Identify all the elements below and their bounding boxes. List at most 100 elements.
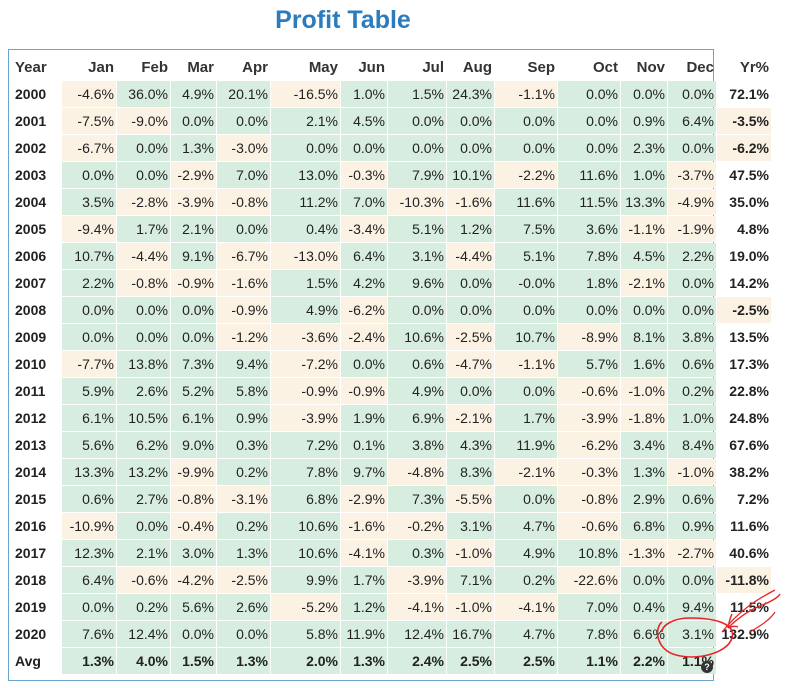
month-cell: 8.4% bbox=[668, 432, 716, 458]
yearly-total-cell: -3.5% bbox=[717, 108, 771, 134]
month-cell: 7.8% bbox=[271, 459, 340, 485]
month-cell: -1.6% bbox=[447, 189, 494, 215]
column-header-nov[interactable]: Nov bbox=[636, 58, 665, 76]
column-header-apr[interactable]: Apr bbox=[242, 58, 268, 76]
month-cell: -1.8% bbox=[621, 405, 667, 431]
month-cell: 2.1% bbox=[171, 216, 216, 242]
month-cell: 0.0% bbox=[495, 297, 557, 323]
month-cell: 0.0% bbox=[558, 108, 620, 134]
column-header-aug[interactable]: Aug bbox=[462, 58, 492, 76]
month-cell: -1.2% bbox=[217, 324, 270, 350]
avg-label: Avg bbox=[15, 653, 41, 669]
month-cell: 0.6% bbox=[668, 486, 716, 512]
month-cell: 3.1% bbox=[388, 243, 446, 269]
month-cell: 6.4% bbox=[668, 108, 716, 134]
table-header-row: Year Jan Feb Mar Apr May Jun Jul Aug Sep Oct Nov Dec… bbox=[11, 54, 771, 80]
month-cell: -1.0% bbox=[447, 540, 494, 566]
avg-row: Avg 1.3% 4.0% 1.5% 1.3% 2.0% 1.3% 2.4% 2.5% 2.5% 1… bbox=[11, 648, 771, 674]
column-header-jan[interactable]: Jan bbox=[88, 58, 114, 76]
month-cell: -7.2% bbox=[271, 351, 340, 377]
month-cell: 5.6% bbox=[171, 594, 216, 620]
month-cell: -16.5% bbox=[271, 81, 340, 107]
month-cell: -2.5% bbox=[217, 567, 270, 593]
month-cell: -4.1% bbox=[388, 594, 446, 620]
month-cell: 1.0% bbox=[668, 405, 716, 431]
month-cell: -3.0% bbox=[217, 135, 270, 161]
month-cell: 0.0% bbox=[62, 594, 116, 620]
month-cell: -0.2% bbox=[388, 513, 446, 539]
year-cell: 2015 bbox=[15, 491, 47, 507]
month-cell: 11.9% bbox=[341, 621, 387, 647]
month-cell: -0.9% bbox=[171, 270, 216, 296]
month-cell: -1.6% bbox=[341, 513, 387, 539]
month-cell: 12.4% bbox=[388, 621, 446, 647]
year-cell: 2004 bbox=[15, 194, 47, 210]
month-cell: -0.8% bbox=[117, 270, 170, 296]
month-cell: -10.9% bbox=[62, 513, 116, 539]
year-cell: 2005 bbox=[15, 221, 47, 237]
month-cell: 0.0% bbox=[388, 297, 446, 323]
month-cell: 4.5% bbox=[621, 243, 667, 269]
month-cell: 3.1% bbox=[447, 513, 494, 539]
month-cell: -6.2% bbox=[341, 297, 387, 323]
year-cell: 2000 bbox=[15, 86, 47, 102]
yearly-total-cell: 72.1% bbox=[717, 81, 771, 107]
month-cell: 5.1% bbox=[388, 216, 446, 242]
month-cell: 0.0% bbox=[217, 621, 270, 647]
table-row: 2006 10.7% -4.4% 9.1% -6.7% -13.0% 6.4% 3.1% -4.… bbox=[11, 243, 771, 269]
column-header-sep[interactable]: Sep bbox=[527, 58, 555, 76]
month-cell: 1.7% bbox=[341, 567, 387, 593]
table-row: 2002 -6.7% 0.0% 1.3% -3.0% 0.0% 0.0% 0.0% 0.0% 0.… bbox=[11, 135, 771, 161]
month-cell: 9.0% bbox=[171, 432, 216, 458]
month-cell: -1.0% bbox=[447, 594, 494, 620]
month-cell: -1.3% bbox=[621, 540, 667, 566]
month-cell: 0.0% bbox=[621, 81, 667, 107]
month-cell: 0.2% bbox=[217, 513, 270, 539]
month-cell: -2.9% bbox=[171, 162, 216, 188]
month-cell: 0.0% bbox=[117, 513, 170, 539]
column-header-yrpct[interactable]: Yr% bbox=[739, 58, 769, 76]
month-cell: 7.8% bbox=[558, 621, 620, 647]
month-cell: -0.6% bbox=[117, 567, 170, 593]
month-cell: 9.1% bbox=[171, 243, 216, 269]
column-header-year[interactable]: Year bbox=[15, 58, 47, 76]
month-cell: 9.9% bbox=[271, 567, 340, 593]
month-cell: 0.0% bbox=[668, 81, 716, 107]
month-cell: -0.8% bbox=[171, 486, 216, 512]
help-icon[interactable]: ? bbox=[701, 661, 713, 673]
avg-cell: 2.5% bbox=[447, 648, 494, 674]
yearly-total-cell: -2.5% bbox=[717, 297, 771, 323]
month-cell: 1.5% bbox=[271, 270, 340, 296]
month-cell: 0.2% bbox=[495, 567, 557, 593]
month-cell: 7.9% bbox=[388, 162, 446, 188]
month-cell: -4.1% bbox=[495, 594, 557, 620]
month-cell: -4.2% bbox=[171, 567, 216, 593]
column-header-feb[interactable]: Feb bbox=[141, 58, 168, 76]
month-cell: -2.4% bbox=[341, 324, 387, 350]
month-cell: 0.0% bbox=[62, 162, 116, 188]
month-cell: 5.7% bbox=[558, 351, 620, 377]
column-header-mar[interactable]: Mar bbox=[187, 58, 214, 76]
month-cell: 0.2% bbox=[217, 459, 270, 485]
month-cell: 1.7% bbox=[495, 405, 557, 431]
column-header-may[interactable]: May bbox=[308, 58, 338, 76]
month-cell: 10.1% bbox=[447, 162, 494, 188]
month-cell: -0.6% bbox=[558, 513, 620, 539]
month-cell: 0.0% bbox=[117, 324, 170, 350]
year-cell: 2019 bbox=[15, 599, 47, 615]
table-row: 2015 0.6% 2.7% -0.8% -3.1% 6.8% -2.9% 7.3% -5.5%… bbox=[11, 486, 771, 512]
month-cell: 6.2% bbox=[117, 432, 170, 458]
month-cell: -3.9% bbox=[171, 189, 216, 215]
month-cell: 0.3% bbox=[217, 432, 270, 458]
avg-cell: 1.5% bbox=[171, 648, 216, 674]
month-cell: 0.0% bbox=[621, 297, 667, 323]
month-cell: 13.3% bbox=[621, 189, 667, 215]
column-header-oct[interactable]: Oct bbox=[592, 58, 618, 76]
month-cell: 0.3% bbox=[388, 540, 446, 566]
avg-cell: 1.1% bbox=[558, 648, 620, 674]
column-header-jul[interactable]: Jul bbox=[422, 58, 444, 76]
table-row: 2013 5.6% 6.2% 9.0% 0.3% 7.2% 0.1% 3.8% 4.3% 11.9… bbox=[11, 432, 771, 458]
column-header-dec[interactable]: Dec bbox=[686, 58, 714, 76]
month-cell: 24.3% bbox=[447, 81, 494, 107]
column-header-jun[interactable]: Jun bbox=[358, 58, 385, 76]
